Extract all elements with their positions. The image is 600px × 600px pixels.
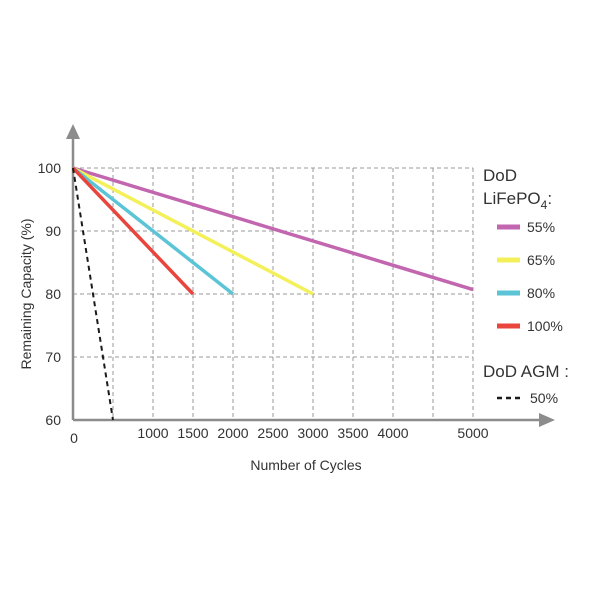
legend-title-dod: DoD bbox=[483, 166, 517, 185]
x-tick-label: 1500 bbox=[177, 425, 208, 441]
series-line-lifepo4-65 bbox=[72, 166, 314, 296]
legend-title-lifepo4: LiFePO4: bbox=[483, 189, 552, 212]
legend: DoD LiFePO4: 55% 65% 80% 100% 50% DoD AGM : bbox=[483, 166, 569, 406]
legend-label: 100% bbox=[527, 318, 563, 334]
legend-title-lifepo4-base: LiFePO bbox=[483, 189, 541, 208]
y-tick-label: 90 bbox=[45, 223, 61, 239]
x-tick-label: 5000 bbox=[457, 425, 488, 441]
y-tick-label: 60 bbox=[45, 412, 61, 428]
legend-label: 55% bbox=[527, 219, 555, 235]
y-tick-label: 70 bbox=[45, 349, 61, 365]
axes bbox=[66, 124, 555, 427]
x-axis-label: Number of Cycles bbox=[250, 457, 361, 473]
x-tick-label: 2500 bbox=[257, 425, 288, 441]
legend-label: 65% bbox=[527, 252, 555, 268]
y-tick-label: 80 bbox=[45, 286, 61, 302]
grid bbox=[73, 167, 474, 420]
y-tick-label: 100 bbox=[38, 160, 62, 176]
x-axis-arrow bbox=[539, 413, 555, 427]
legend-label-agm: 50% bbox=[530, 390, 558, 406]
legend-title-lifepo4-subscript: 4 bbox=[541, 198, 548, 212]
legend-title-agm: DoD AGM : bbox=[483, 362, 569, 381]
series-line-lifepo4-100 bbox=[71, 166, 195, 296]
y-axis-arrow bbox=[66, 124, 80, 139]
x-tick-label: 4000 bbox=[377, 425, 408, 441]
x-tick-label: 0 bbox=[70, 430, 78, 446]
x-tick-label: 1000 bbox=[137, 425, 168, 441]
series-line-agm-50 bbox=[72, 167, 114, 421]
series-lines bbox=[71, 166, 474, 421]
x-tick-label: 3500 bbox=[337, 425, 368, 441]
legend-items: 55% 65% 80% 100% 50% bbox=[497, 219, 563, 406]
legend-title-lifepo4-colon: : bbox=[547, 189, 552, 208]
x-tick-label: 3000 bbox=[297, 425, 328, 441]
series-line-lifepo4-55 bbox=[72, 166, 474, 292]
x-tick-label: 2000 bbox=[217, 425, 248, 441]
y-axis-label: Remaining Capacity (%) bbox=[18, 219, 34, 370]
legend-label: 80% bbox=[527, 285, 555, 301]
series-line-lifepo4-80 bbox=[71, 166, 235, 296]
